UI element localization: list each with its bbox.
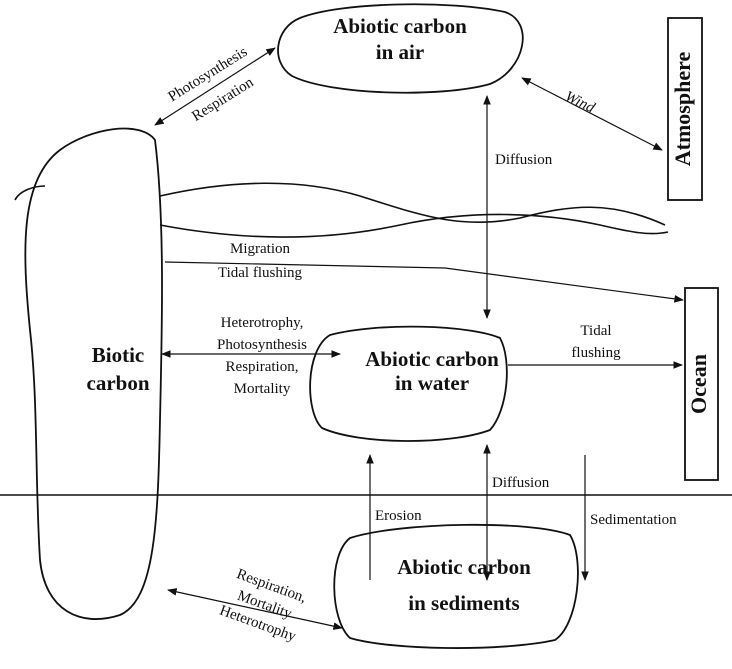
node-label: in water <box>395 371 469 395</box>
edge-label: Tidal flushing <box>218 265 303 281</box>
arrow <box>154 47 276 126</box>
water-surface <box>159 213 669 238</box>
ocean-box <box>684 287 719 481</box>
node-label: Abiotic carbon <box>365 347 499 371</box>
edge-label: Tidal <box>580 323 611 339</box>
node-label: Biotic <box>92 343 145 367</box>
edge-label: Migration <box>230 241 290 257</box>
arrow <box>164 261 684 303</box>
atmosphere-box <box>667 17 703 201</box>
node-label: Atmosphere <box>670 52 695 167</box>
arrow <box>521 77 663 151</box>
edge-label: Heterotrophy, <box>221 315 304 331</box>
edge-label: Diffusion <box>492 475 550 491</box>
node-label: carbon <box>87 371 150 395</box>
sediment-blob <box>333 523 579 649</box>
node-label: Ocean <box>686 354 711 414</box>
edge-label: Respiration, <box>226 359 299 375</box>
water-blob <box>309 325 508 442</box>
biotic-blob <box>24 127 163 620</box>
edge-label: Sedimentation <box>590 512 677 528</box>
air-blob <box>277 3 524 94</box>
arrow <box>167 588 343 630</box>
edge-label: Mortality <box>234 381 291 397</box>
node-label: in air <box>376 40 424 64</box>
node-label: in sediments <box>408 591 519 615</box>
edge-label: Erosion <box>375 508 422 524</box>
water-surface <box>14 182 666 226</box>
edge-label: flushing <box>571 345 621 361</box>
edge-label: Wind <box>562 88 597 116</box>
edge-label: Photosynthesis <box>217 337 307 353</box>
node-label: Abiotic carbon <box>333 14 467 38</box>
node-label: Abiotic carbon <box>397 555 531 579</box>
edge-label: Diffusion <box>495 152 553 168</box>
